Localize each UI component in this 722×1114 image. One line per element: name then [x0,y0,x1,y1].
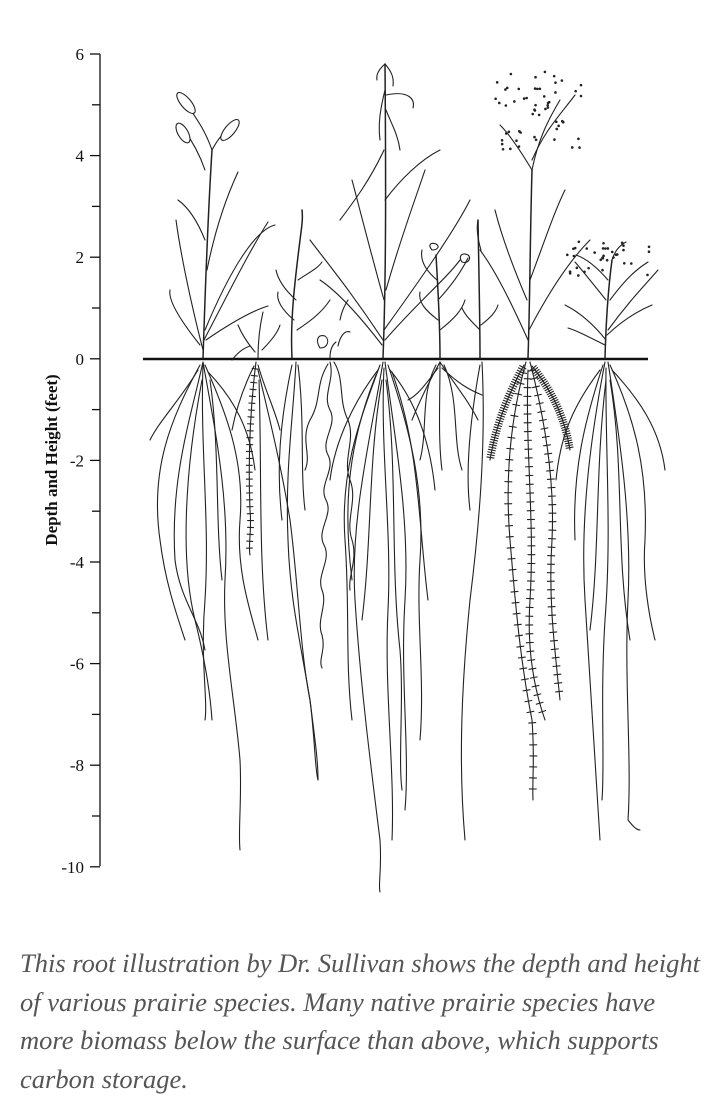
plant-branched-forb [407,242,483,471]
plant-tall-cattail-grass [149,91,276,851]
y-axis-tick-label: 0 [76,350,85,369]
y-axis-tick-label: 4 [76,147,85,166]
y-axis-tick-label: 6 [76,45,85,64]
plant-big-bluestem [309,63,471,893]
prairie-root-diagram: 6 4 2 0 -2 -4 -6 -8 -10 Depth and Height (feet) [42,45,666,893]
plant-dense-root-grass [555,240,666,841]
plant-leafy-forb [275,209,331,781]
plant-switchgrass [479,70,591,801]
plant-narrow-stalk [460,219,499,841]
y-axis-tick-label: 2 [76,248,85,267]
plant-tick-root-forb [231,311,319,781]
figure-caption: This root illustration by Dr. Sullivan s… [20,948,700,1094]
y-axis-tick-label: -10 [61,858,84,877]
y-axis: 6 4 2 0 -2 -4 -6 -8 -10 Depth and Height (feet) [42,45,101,877]
y-axis-label: Depth and Height (feet) [42,374,61,545]
y-axis-tick-label: -2 [70,451,84,470]
y-axis-tick-label: -6 [70,655,84,674]
y-axis-tick-label: -8 [70,756,84,775]
y-axis-tick-label: -4 [70,553,85,572]
